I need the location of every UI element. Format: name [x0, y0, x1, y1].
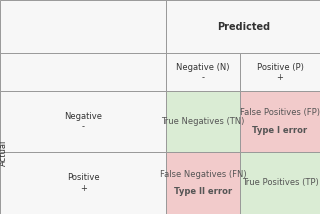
- Bar: [166, 91, 240, 152]
- Text: True Positives (TP): True Positives (TP): [242, 178, 318, 187]
- Bar: [166, 0, 320, 54]
- Text: Type II error: Type II error: [174, 187, 232, 196]
- Bar: [0, 91, 166, 152]
- Bar: [0, 0, 166, 54]
- Bar: [240, 54, 320, 91]
- Text: Predicted: Predicted: [217, 22, 270, 32]
- Text: Negative
-: Negative -: [64, 112, 102, 131]
- Text: True Negatives (TN): True Negatives (TN): [162, 117, 245, 126]
- Bar: [240, 152, 320, 214]
- Text: Type I error: Type I error: [252, 125, 308, 135]
- Text: Positive
+: Positive +: [67, 173, 100, 193]
- Text: False Positives (FP): False Positives (FP): [240, 108, 320, 117]
- Text: Actual: Actual: [0, 139, 8, 166]
- Text: Negative (N)
-: Negative (N) -: [176, 62, 230, 82]
- Bar: [166, 152, 240, 214]
- Text: Positive (P)
+: Positive (P) +: [257, 62, 303, 82]
- Bar: [0, 152, 166, 214]
- Bar: [0, 54, 166, 91]
- Bar: [240, 91, 320, 152]
- Text: False Negatives (FN): False Negatives (FN): [160, 170, 246, 179]
- Bar: [166, 54, 240, 91]
